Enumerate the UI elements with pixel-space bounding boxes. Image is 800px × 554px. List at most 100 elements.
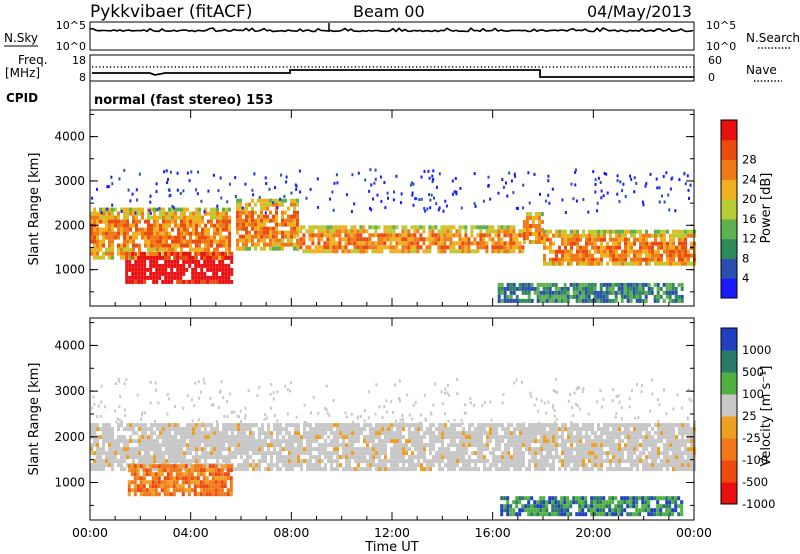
echo-cell xyxy=(668,286,672,291)
echo-cell xyxy=(552,455,555,460)
echo-cell xyxy=(213,431,216,436)
echo-cell xyxy=(534,240,538,244)
echo-cell xyxy=(453,190,456,194)
echo-cell xyxy=(660,253,663,258)
echo-cell xyxy=(141,211,144,216)
echo-cell xyxy=(195,235,198,240)
echo-cell xyxy=(272,214,275,219)
echo-cell xyxy=(263,242,266,247)
echo-cell xyxy=(324,455,327,460)
echo-cell xyxy=(216,443,219,448)
echo-cell xyxy=(506,286,510,291)
echo-cell xyxy=(363,459,366,464)
echo-cell xyxy=(393,423,396,428)
echo-cell xyxy=(149,275,153,280)
echo-cell xyxy=(234,435,237,440)
echo-cell xyxy=(348,435,351,440)
echo-cell xyxy=(557,500,561,505)
echo-cell xyxy=(175,484,179,489)
echo-cell xyxy=(618,233,621,238)
echo-cell xyxy=(653,512,657,517)
echo-cell xyxy=(500,225,504,230)
echo-cell xyxy=(208,484,212,489)
echo-cell xyxy=(503,290,507,295)
echo-cell xyxy=(160,484,164,489)
echo-cell xyxy=(143,251,147,256)
echo-cell xyxy=(157,484,161,489)
echo-cell xyxy=(597,423,600,428)
echo-cell xyxy=(423,447,426,452)
echo-cell xyxy=(527,286,531,291)
echo-cell xyxy=(515,233,519,238)
echo-cell xyxy=(687,423,690,428)
echo-cell xyxy=(148,464,152,469)
echo-cell xyxy=(285,427,288,432)
echo-cell xyxy=(171,211,174,216)
echo-cell xyxy=(140,263,144,268)
nave-tick-bottom: 0 xyxy=(708,71,715,84)
echo-cell xyxy=(350,210,353,213)
echo-cell xyxy=(467,237,471,242)
echo-cell xyxy=(168,247,171,252)
echo-cell xyxy=(458,229,462,234)
echo-cell xyxy=(152,251,156,256)
echo-cell xyxy=(141,423,144,428)
echo-cell xyxy=(636,431,639,436)
echo-cell xyxy=(408,459,411,464)
echo-cell xyxy=(252,459,255,464)
echo-cell xyxy=(566,504,570,509)
echo-cell xyxy=(282,459,285,464)
echo-cell xyxy=(501,439,504,444)
echo-cell xyxy=(195,231,198,236)
echo-cell xyxy=(159,427,162,432)
echo-cell xyxy=(474,435,477,440)
echo-cell xyxy=(552,443,555,448)
echo-cell xyxy=(236,198,239,203)
echo-cell xyxy=(154,488,158,493)
echo-cell xyxy=(150,239,153,244)
echo-cell xyxy=(155,251,159,256)
echo-cell xyxy=(501,459,504,464)
echo-cell xyxy=(204,235,207,240)
echo-cell xyxy=(309,427,312,432)
echo-cell xyxy=(120,255,123,260)
echo-cell xyxy=(564,451,567,456)
beam-title: Beam 00 xyxy=(353,2,425,21)
echo-cell xyxy=(650,508,654,513)
echo-cell xyxy=(206,267,210,272)
echo-cell xyxy=(168,207,171,212)
echo-cell xyxy=(156,451,159,456)
echo-cell xyxy=(539,512,543,517)
echo-cell xyxy=(674,294,678,299)
echo-cell xyxy=(241,206,244,210)
freq-label: Freq. xyxy=(18,53,48,67)
echo-cell xyxy=(599,504,603,509)
echo-cell xyxy=(174,239,177,244)
echo-cell xyxy=(552,447,555,452)
echo-cell xyxy=(189,247,192,252)
echo-cell xyxy=(189,219,192,224)
echo-cell xyxy=(239,234,242,239)
echo-cell xyxy=(456,435,459,440)
echo-cell xyxy=(198,427,201,432)
echo-cell xyxy=(157,472,161,477)
echo-cell xyxy=(225,227,228,232)
echo-cell xyxy=(609,253,612,258)
echo-cell xyxy=(221,255,225,260)
echo-cell xyxy=(597,463,600,468)
colorbar-tick-label: 12 xyxy=(742,232,757,246)
echo-cell xyxy=(552,241,555,246)
echo-cell xyxy=(557,290,561,295)
echo-cell xyxy=(368,241,372,246)
echo-cell xyxy=(131,192,134,196)
echo-cell xyxy=(645,229,648,234)
echo-cell xyxy=(452,245,456,250)
echo-cell xyxy=(264,431,267,436)
echo-cell xyxy=(594,245,597,250)
echo-cell xyxy=(656,504,660,509)
echo-cell xyxy=(381,451,384,456)
echo-cell xyxy=(396,439,399,444)
echo-cell xyxy=(521,249,525,254)
echo-cell xyxy=(447,435,450,440)
echo-cell xyxy=(145,492,149,497)
